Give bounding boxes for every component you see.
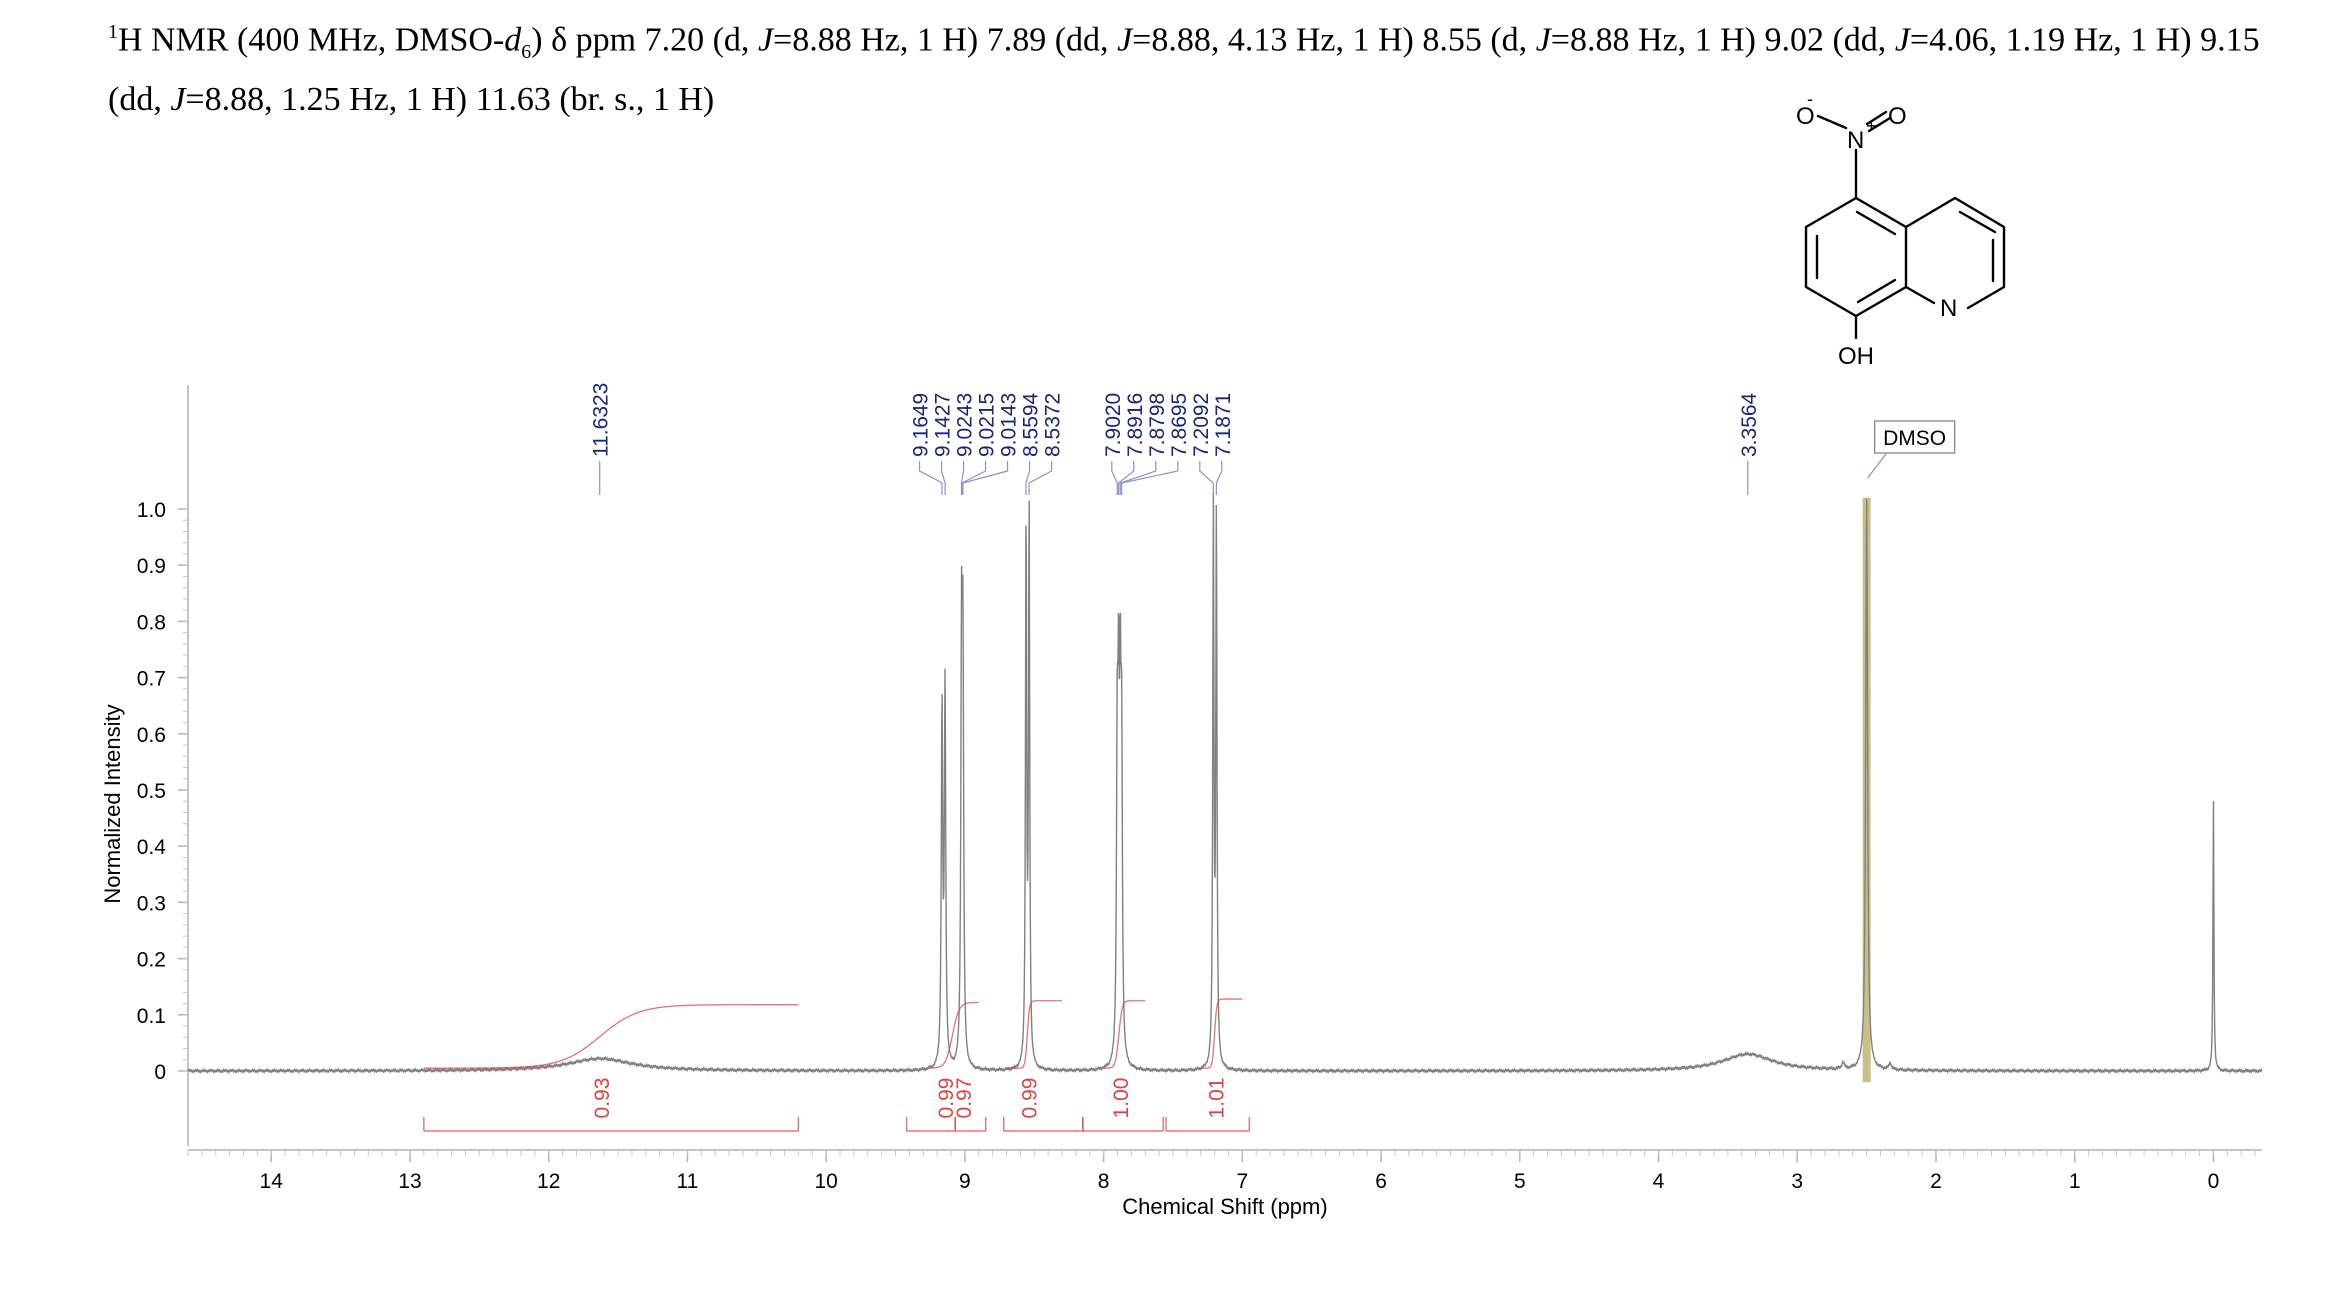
x-tick-label: 14	[260, 1170, 284, 1193]
header-peak-text-5: J	[1535, 21, 1551, 59]
peak-label-leader	[1119, 461, 1157, 495]
x-tick-label: 13	[398, 1170, 421, 1193]
integral-value-label: 1.01	[1206, 1078, 1229, 1119]
x-axis-title: Chemical Shift (ppm)	[1122, 1194, 1327, 1219]
peak-shift-label: 8.5594	[1020, 392, 1043, 457]
header-peak-text-6: =8.88 Hz, 1 H) 9.02 (dd,	[1550, 21, 1895, 59]
x-tick-label: 2	[1930, 1170, 1942, 1193]
peak-shift-label: 7.9020	[1102, 393, 1125, 457]
y-tick-label: 0.3	[137, 892, 166, 915]
y-tick-label: 0.9	[137, 555, 166, 578]
header-delta: δ	[542, 21, 568, 59]
header-peak-text-0: ppm 7.20 (d,	[567, 21, 758, 59]
peak-label-leader	[1118, 461, 1135, 495]
y-tick-label: 0.4	[137, 836, 167, 859]
integral-curve	[423, 1004, 799, 1069]
y-tick-label: 0	[154, 1061, 166, 1084]
x-tick-label: 9	[959, 1170, 971, 1193]
header-solvent-sub: 6	[521, 41, 532, 64]
peak-shift-label: 3.3564	[1738, 392, 1761, 457]
atom-n-ring: N	[1940, 295, 1957, 322]
peak-label-leader	[1121, 461, 1179, 495]
atom-o-minus: O	[1796, 103, 1815, 130]
header-close-paren: )	[531, 21, 543, 59]
header-peak-text-4: =8.88, 4.13 Hz, 1 H) 8.55 (d,	[1132, 21, 1536, 59]
atom-plus-charge: +	[1866, 116, 1877, 136]
x-tick-label: 1	[2069, 1170, 2081, 1193]
dmso-label: DMSO	[1883, 427, 1946, 450]
peak-shift-label: 11.6323	[590, 383, 613, 457]
y-tick-label: 0.6	[137, 724, 166, 747]
x-tick-label: 4	[1653, 1170, 1665, 1193]
x-tick-label: 0	[2208, 1170, 2220, 1193]
header-peak-text-1: J	[757, 21, 774, 59]
y-tick-label: 0.2	[137, 949, 166, 972]
atom-o-double: O	[1888, 103, 1907, 130]
peak-label-leader	[1028, 461, 1053, 495]
peak-shift-label: 9.0143	[998, 393, 1021, 457]
peak-shift-label: 7.8695	[1168, 393, 1191, 457]
peak-shift-label: 7.8798	[1146, 393, 1169, 457]
y-tick-label: 0.1	[137, 1005, 166, 1028]
integral-value-label: 0.93	[591, 1078, 614, 1119]
y-tick-label: 0.7	[137, 668, 166, 691]
x-tick-label: 12	[537, 1170, 560, 1193]
peak-label-leader	[962, 461, 1009, 495]
y-tick-label: 1.0	[137, 499, 166, 522]
peak-label-leader	[940, 461, 946, 495]
atom-oh: OH	[1838, 343, 1874, 370]
peak-label-leader	[1215, 461, 1223, 495]
x-tick-label: 5	[1514, 1170, 1526, 1193]
nitroquinolinol-structure: O - N + O N OH	[1796, 89, 2006, 370]
integral-curve	[1006, 1000, 1062, 1069]
y-tick-label: 0.5	[137, 780, 166, 803]
x-tick-label: 3	[1791, 1170, 1803, 1193]
integral-value-label: 0.99	[1018, 1078, 1041, 1119]
peak-shift-label: 7.1871	[1212, 393, 1235, 457]
atom-n-plus: N	[1847, 127, 1864, 154]
peak-label-leader	[961, 461, 987, 495]
peak-shift-label: 9.1649	[910, 393, 933, 457]
x-tick-label: 10	[814, 1170, 837, 1193]
y-tick-label: 0.8	[137, 611, 166, 634]
integral-value-label: 0.97	[953, 1078, 976, 1119]
x-tick-label: 7	[1236, 1170, 1248, 1193]
x-tick-label: 8	[1098, 1170, 1110, 1193]
header-peak-text-9: J	[170, 81, 186, 119]
header-peak-text-7: J	[1894, 21, 1910, 59]
peak-shift-label: 7.2092	[1190, 393, 1213, 457]
spectrum-header: 1H NMR (400 MHz, DMSO-d6) δ ppm 7.20 (d,…	[108, 8, 2308, 124]
x-tick-label: 11	[677, 1170, 699, 1193]
dmso-label-box	[1873, 420, 1956, 454]
y-axis-title: Normalized Intensity	[100, 704, 125, 903]
peak-shift-label: 9.0243	[954, 393, 977, 457]
x-tick-label: 6	[1375, 1170, 1387, 1193]
header-solvent-d: d	[504, 21, 522, 59]
header-peak-text-10: =8.88, 1.25 Hz, 1 H) 11.63 (br. s., 1 H)	[185, 81, 715, 119]
header-peak-text-8: =4.06, 1.19 Hz, 1 H) 9.15 (dd,	[108, 21, 2260, 119]
dmso-leader	[1867, 452, 1888, 479]
dmso-highlight-bar	[1862, 497, 1871, 1083]
peak-label-leader	[1111, 461, 1118, 495]
peak-label-leader	[1025, 461, 1031, 495]
header-peak-text-2: =8.88 Hz, 1 H) 7.89 (dd,	[773, 21, 1118, 59]
header-nucleus-mass: 1	[108, 21, 118, 43]
header-experiment: H NMR (400 MHz, DMSO-	[118, 21, 505, 59]
spectrum-trace	[187, 492, 2263, 1075]
peak-shift-label: 9.1427	[932, 393, 955, 457]
peak-label-leader	[1199, 461, 1214, 495]
peak-label-leader	[918, 461, 943, 495]
atom-minus-charge: -	[1807, 89, 1813, 109]
peak-shift-label: 7.8916	[1124, 393, 1147, 457]
integral-curve	[930, 1001, 979, 1069]
peak-shift-label: 9.0215	[976, 393, 999, 457]
integral-curve	[1103, 1000, 1146, 1069]
header-peak-text-3: J	[1117, 21, 1133, 59]
integral-value-label: 1.00	[1110, 1078, 1133, 1119]
integral-curve	[1200, 998, 1243, 1069]
integral-value-label: 0.99	[935, 1078, 958, 1119]
peak-shift-label: 8.5372	[1042, 393, 1065, 457]
